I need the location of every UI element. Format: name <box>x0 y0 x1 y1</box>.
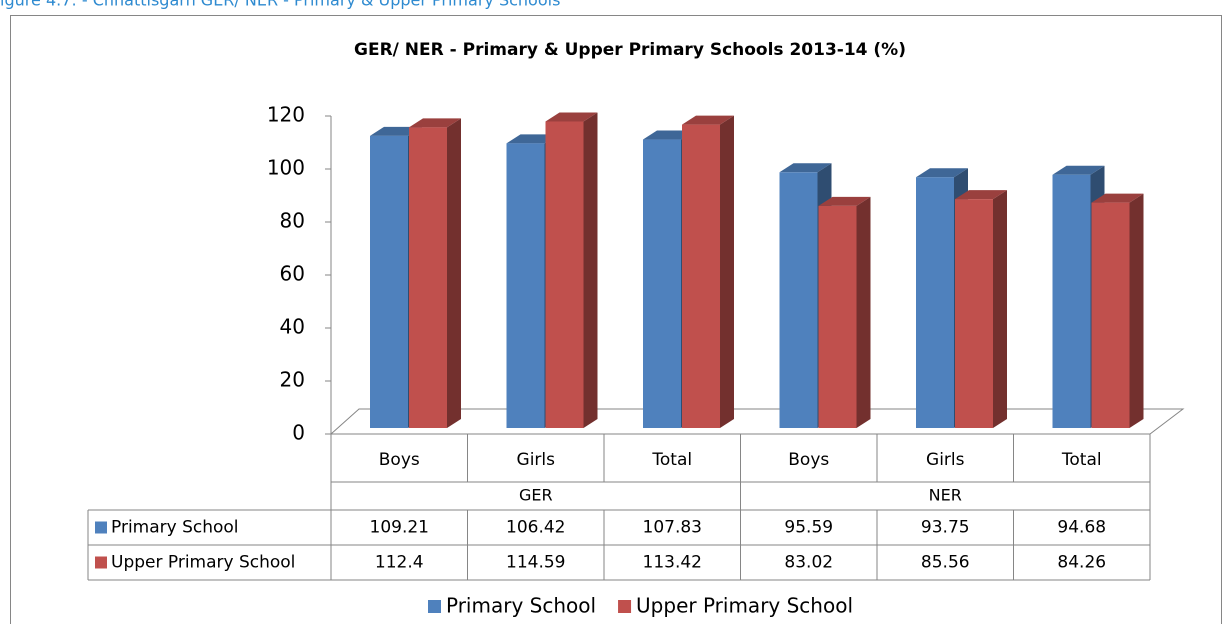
table-value: 95.59 <box>784 518 833 538</box>
bar-top <box>1091 193 1144 203</box>
bar-side <box>1129 193 1144 428</box>
bar-top <box>916 168 968 178</box>
bar-side <box>583 112 598 429</box>
bar <box>409 127 447 428</box>
group-label: GER <box>519 486 553 505</box>
chart-title: GER/ NER - Primary & Upper Primary Schoo… <box>354 40 906 60</box>
table-row-label: Primary School <box>111 518 239 538</box>
bar-top <box>1052 165 1105 175</box>
table-value: 107.83 <box>643 518 702 538</box>
table-value: 113.42 <box>643 553 702 573</box>
figure-caption: Figure 4.7: - Chhattisgarh GER/ NER - Pr… <box>0 0 560 10</box>
table-value: 106.42 <box>506 518 565 538</box>
table-value: 94.68 <box>1057 518 1106 538</box>
y-tick-label: 100 <box>267 156 305 180</box>
legend-key <box>428 600 441 613</box>
group-label: NER <box>929 486 962 505</box>
category-label: Girls <box>517 450 556 470</box>
table-value: 109.21 <box>370 518 429 538</box>
table-value: 93.75 <box>921 518 970 538</box>
legend-key <box>618 600 632 613</box>
table-value: 112.4 <box>375 553 424 573</box>
bar <box>779 172 818 428</box>
bar-top <box>818 196 871 206</box>
chart-frame <box>10 15 1222 624</box>
bar-top <box>955 190 1007 200</box>
table-legend-key <box>95 556 107 569</box>
bar <box>506 143 545 428</box>
y-tick-label: 40 <box>280 315 305 339</box>
bar <box>370 135 408 428</box>
y-tick-label: 80 <box>280 209 305 233</box>
bar <box>1052 174 1091 428</box>
bar <box>545 121 584 429</box>
y-tick-label: 120 <box>267 103 305 127</box>
bar-side <box>447 118 461 428</box>
y-tick-label: 60 <box>280 262 305 286</box>
bar-side <box>993 190 1007 428</box>
table-row-label: Upper Primary School <box>111 553 295 573</box>
bar <box>955 199 993 428</box>
y-tick-label: 0 <box>292 421 305 445</box>
bar-top <box>545 112 598 122</box>
bar <box>818 205 857 428</box>
category-label: Boys <box>379 450 420 470</box>
table-value: 84.26 <box>1057 553 1106 573</box>
table-value: 85.56 <box>921 553 970 573</box>
bar <box>916 177 954 428</box>
bar <box>643 139 681 428</box>
legend-label: Primary School <box>446 594 596 618</box>
bar <box>682 124 720 428</box>
category-label: Boys <box>788 450 829 470</box>
category-label: Total <box>1061 450 1102 470</box>
category-label: Girls <box>926 450 965 470</box>
legend-label: Upper Primary School <box>636 594 853 618</box>
table-value: 114.59 <box>506 553 565 573</box>
bar <box>1091 202 1130 428</box>
table-legend-key <box>95 521 107 534</box>
table-value: 83.02 <box>784 553 833 573</box>
bar-top <box>779 163 832 173</box>
bar-top <box>682 115 734 125</box>
bar-side <box>720 115 734 428</box>
bar-top <box>409 118 461 128</box>
bar-side <box>856 196 871 428</box>
category-label: Total <box>651 450 692 470</box>
y-tick-label: 20 <box>280 368 305 392</box>
